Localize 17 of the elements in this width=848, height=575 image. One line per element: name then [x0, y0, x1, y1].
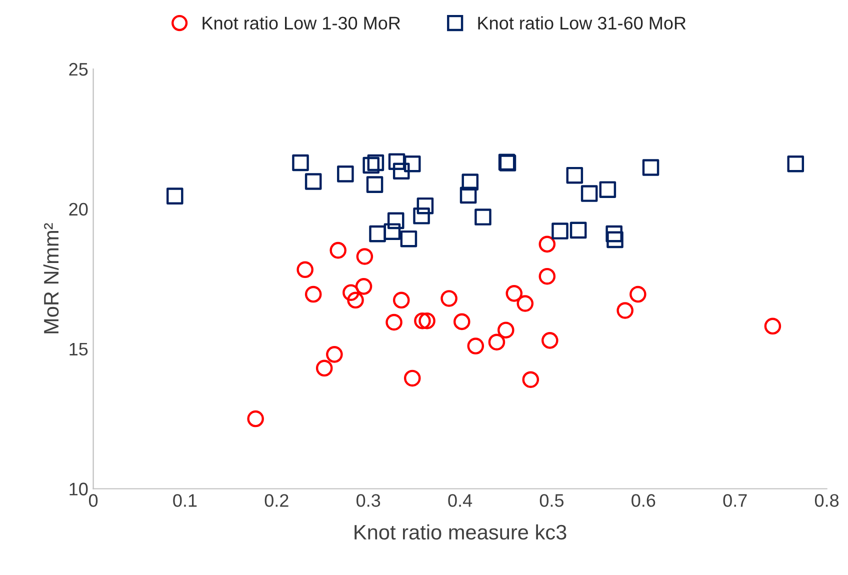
- x-tick-label: 0.7: [723, 494, 747, 507]
- y-tick-label: 15: [70, 342, 88, 356]
- x-tick-label: 0.5: [540, 494, 564, 507]
- x-tick-label: 0.6: [632, 494, 656, 507]
- x-axis-title: Knot ratio measure kc3: [354, 524, 566, 540]
- y-tick-label: 20: [69, 202, 88, 216]
- legend-label: Knot ratio Low 31-60 MoR: [478, 16, 686, 30]
- x-tick-label: 0.3: [356, 494, 380, 507]
- x-tick-label: 0.8: [814, 494, 839, 507]
- x-tick-label: 0.4: [448, 494, 472, 507]
- y-tick-label: 25: [69, 62, 88, 76]
- x-tick-label: 0.1: [173, 494, 197, 507]
- legend-label: Knot ratio Low 1-30 MoR: [202, 16, 400, 30]
- y-tick-label: 10: [70, 482, 88, 496]
- x-tick-label: 0: [88, 494, 98, 507]
- y-axis-title: MoR N/mm²: [43, 223, 59, 334]
- x-tick-label: 0.2: [264, 494, 288, 507]
